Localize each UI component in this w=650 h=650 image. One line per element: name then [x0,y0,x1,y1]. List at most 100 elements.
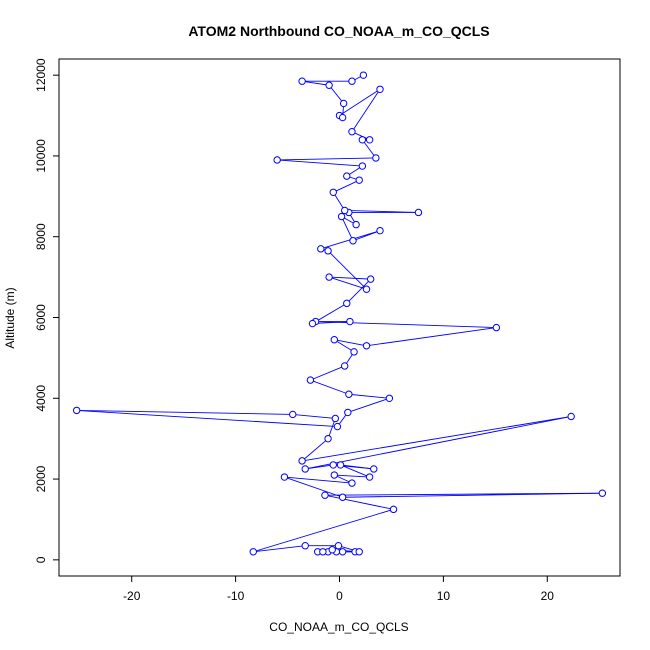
series-segment [346,278,371,304]
data-point [338,493,347,501]
data-point [389,505,398,514]
data-point [289,410,297,419]
data-point [249,548,257,556]
data-point [298,77,306,85]
data-point [370,465,378,473]
data-point [301,465,309,473]
series-segment [76,409,293,415]
data-point [348,128,356,136]
data-point [343,172,351,180]
data-point [365,136,374,144]
data-point [358,136,367,144]
data-point [301,542,309,550]
series-segment [292,413,336,419]
series-segment [302,416,572,462]
series-segment [334,474,370,478]
data-point [340,362,349,370]
x-tick-label: -20 [123,589,141,603]
series-segment [329,276,371,280]
data-point [325,81,333,89]
series-segment [352,230,381,242]
data-point [350,348,358,356]
data-point [358,162,367,170]
series-segment [305,416,572,470]
data-point [345,390,353,398]
series-lines [76,74,603,553]
series-segment [327,250,367,290]
series-segment [253,508,394,553]
data-point [346,317,354,326]
series-segment [348,393,390,399]
data-point [366,275,375,283]
data-point [337,212,346,221]
series-segment [324,494,394,510]
series-segment [347,397,390,413]
y-tick-label: 10000 [34,139,48,173]
series-segment [351,89,381,132]
data-point [336,461,345,469]
series-segment [366,327,497,347]
data-point [334,542,343,550]
series-segment [328,276,367,290]
y-axis: 0 2000 4000 6000 8000 10000 12000 [34,58,60,563]
data-point [330,336,339,344]
y-tick-label: 4000 [34,385,48,412]
data-point [340,206,349,215]
data-point [324,247,332,255]
series-segment [341,216,354,241]
series-segment [76,409,338,428]
series-segment [334,339,355,353]
y-tick-label: 6000 [34,304,48,331]
data-point [325,273,333,281]
data-point [321,491,329,499]
data-point [362,342,371,350]
data-point [329,188,337,196]
series-segment [277,159,363,167]
x-tick-label: -10 [227,589,245,603]
chart-title: ATOM2 Northbound CO_NOAA_m_CO_QCLS [188,23,489,39]
series-segment [342,492,603,498]
x-tick-label: 0 [336,589,343,603]
data-point [567,412,575,421]
data-point [414,208,423,217]
series-segment [301,438,329,462]
series-segment [339,88,381,116]
y-tick-label: 8000 [34,223,48,250]
data-point [306,376,315,384]
y-tick-label: 2000 [34,465,48,492]
series-segment [361,139,377,159]
data-point [372,154,380,162]
data-point [343,299,351,308]
series-segment [333,179,360,193]
data-point [308,319,317,328]
data-point [331,414,340,423]
y-tick-label: 0 [34,556,48,563]
series-segment [284,476,343,498]
data-point [72,406,81,415]
series-points [72,71,607,556]
data-point [338,548,347,556]
series-segment [302,80,330,86]
data-point [385,394,394,402]
series-segment [344,210,419,213]
x-axis-label: CO_NOAA_m_CO_QCLS [269,620,408,634]
data-point [348,77,356,85]
series-segment [284,476,353,484]
data-point [376,226,384,235]
data-point [329,461,337,469]
series-segment [315,321,497,329]
data-point [280,473,289,481]
series-segment [310,379,350,395]
data-point [376,85,384,93]
x-axis: -20 -10 0 10 20 [123,575,554,603]
data-point [324,434,332,443]
data-point [598,489,607,497]
data-point [338,113,347,122]
data-point [359,71,368,79]
data-point [330,471,339,479]
series-segment [340,464,370,478]
series-segment [334,339,367,347]
data-point [333,422,342,431]
data-point [355,548,363,556]
